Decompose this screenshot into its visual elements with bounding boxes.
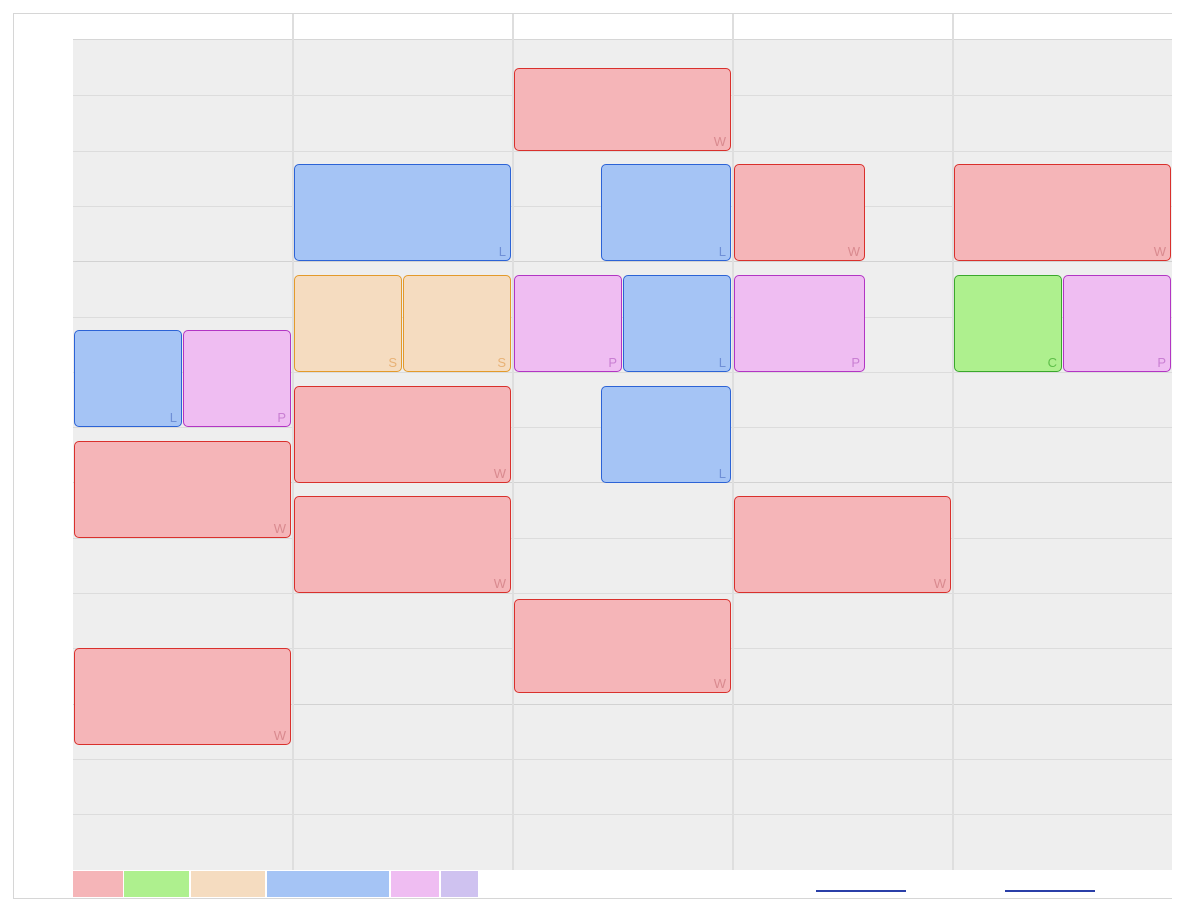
calendar-event[interactable]: W (294, 386, 511, 483)
day-column-divider (292, 14, 294, 870)
calendar-event[interactable]: W (294, 496, 511, 593)
event-tag: W (493, 576, 506, 591)
calendar-event[interactable]: P (183, 330, 291, 427)
event-tag: L (498, 244, 506, 259)
calendar-frame: W L L W W S S P L P C P L P W L W W W W W (13, 13, 1172, 899)
event-tag: L (718, 466, 726, 481)
event-tag: W (273, 521, 286, 536)
calendar-event[interactable]: S (403, 275, 511, 372)
calendar-event[interactable]: L (601, 164, 731, 261)
event-tag: L (718, 355, 726, 370)
calendar-event[interactable]: P (734, 275, 865, 372)
legend-swatch-w[interactable] (73, 871, 123, 897)
calendar-event[interactable]: W (514, 68, 731, 151)
legend-swatch-extra[interactable] (441, 871, 478, 897)
event-tag: L (718, 244, 726, 259)
footer-link-1[interactable] (816, 890, 906, 892)
event-tag: W (493, 466, 506, 481)
calendar-event[interactable]: P (1063, 275, 1171, 372)
event-tag: W (933, 576, 946, 591)
calendar-event[interactable]: W (74, 648, 291, 745)
event-tag: P (851, 355, 860, 370)
event-tag: W (847, 244, 860, 259)
grid-row-line (73, 593, 1172, 594)
calendar-event[interactable]: L (623, 275, 731, 372)
legend-swatch-c[interactable] (124, 871, 189, 897)
event-tag: C (1047, 355, 1057, 370)
calendar-header (73, 14, 1172, 40)
day-column-divider (512, 14, 514, 870)
grid-row-line (73, 704, 1172, 705)
grid-row-line (73, 759, 1172, 760)
event-tag: P (608, 355, 617, 370)
event-tag: S (497, 355, 506, 370)
calendar-event[interactable]: W (734, 496, 951, 593)
time-gutter (14, 14, 73, 898)
legend-swatch-s[interactable] (191, 871, 265, 897)
day-header-1[interactable] (73, 14, 293, 40)
calendar-event[interactable]: W (74, 441, 291, 538)
calendar-event[interactable]: W (514, 599, 731, 693)
event-tag: W (713, 676, 726, 691)
legend-swatch-l[interactable] (267, 871, 389, 897)
grid-row-line (73, 814, 1172, 815)
grid-row-line (73, 261, 1172, 262)
footer-link-2[interactable] (1005, 890, 1095, 892)
calendar-event[interactable]: L (74, 330, 182, 427)
calendar-event[interactable]: S (294, 275, 402, 372)
day-header-3[interactable] (513, 14, 733, 40)
event-tag: P (277, 410, 286, 425)
calendar-event[interactable]: W (954, 164, 1171, 261)
day-header-5[interactable] (953, 14, 1173, 40)
day-header-4[interactable] (733, 14, 953, 40)
calendar-event[interactable]: L (294, 164, 511, 261)
day-column-divider (952, 14, 954, 870)
day-column-divider (732, 14, 734, 870)
legend-swatch-p[interactable] (391, 871, 439, 897)
calendar-event[interactable]: C (954, 275, 1062, 372)
calendar-event[interactable]: P (514, 275, 622, 372)
event-tag: W (713, 134, 726, 149)
day-header-2[interactable] (293, 14, 513, 40)
event-tag: P (1157, 355, 1166, 370)
grid-row-line (73, 538, 1172, 539)
calendar-grid[interactable]: W L L W W S S P L P C P L P W L W W W W W (73, 14, 1172, 870)
grid-row-line (73, 151, 1172, 152)
grid-row-line (73, 317, 1172, 318)
event-tag: L (169, 410, 177, 425)
event-tag: S (388, 355, 397, 370)
event-tag: W (273, 728, 286, 743)
grid-row-line (73, 372, 1172, 373)
calendar-event[interactable]: W (734, 164, 865, 261)
calendar-event[interactable]: L (601, 386, 731, 483)
legend-bar (73, 870, 1172, 898)
event-tag: W (1153, 244, 1166, 259)
